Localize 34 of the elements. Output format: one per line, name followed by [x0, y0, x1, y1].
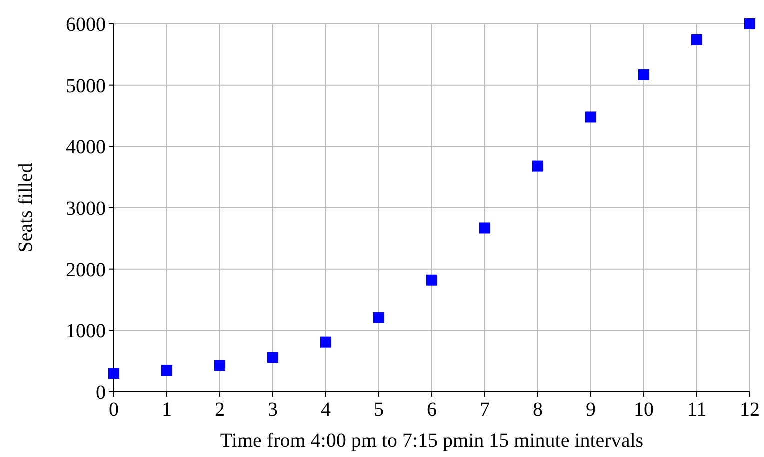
- x-tick-label: 5: [374, 399, 384, 421]
- x-tick-label: 8: [533, 399, 543, 421]
- point: [374, 312, 384, 324]
- y-tick-label: 3000: [66, 198, 106, 220]
- x-tick-label: 4: [321, 399, 331, 421]
- point: [480, 222, 490, 234]
- x-tick-label: 12: [740, 399, 760, 421]
- point: [162, 365, 172, 376]
- x-tick-label: 11: [687, 399, 707, 421]
- point: [532, 160, 544, 172]
- y-tick-label: 2000: [66, 259, 106, 282]
- y-tick-label: 4000: [66, 136, 106, 159]
- x-tick-label: 2: [215, 399, 225, 421]
- point: [638, 69, 650, 80]
- x-tick-label: 7: [480, 399, 490, 421]
- x-tick-label: 9: [586, 399, 596, 421]
- point: [586, 112, 596, 123]
- point: [108, 368, 120, 380]
- point: [426, 274, 438, 286]
- point: [320, 336, 332, 348]
- y-tick-label: 5000: [66, 75, 106, 98]
- x-tick-label: 3: [268, 399, 278, 421]
- y-tick-label: 1000: [66, 320, 106, 343]
- x-tick-label: 6: [427, 399, 437, 421]
- point: [744, 18, 756, 30]
- x-tick-label: 1: [162, 399, 172, 421]
- x-tick-label: 10: [634, 399, 654, 421]
- y-tick-label: 6000: [66, 14, 106, 36]
- point: [692, 34, 702, 46]
- point: [268, 352, 278, 364]
- y-axis-title: Seats filled: [15, 163, 37, 253]
- x-axis-title: Time from 4:00 pm to 7:15 pmin 15 minute intervals: [220, 430, 644, 452]
- y-tick-label: 0: [96, 382, 106, 404]
- point: [214, 360, 226, 372]
